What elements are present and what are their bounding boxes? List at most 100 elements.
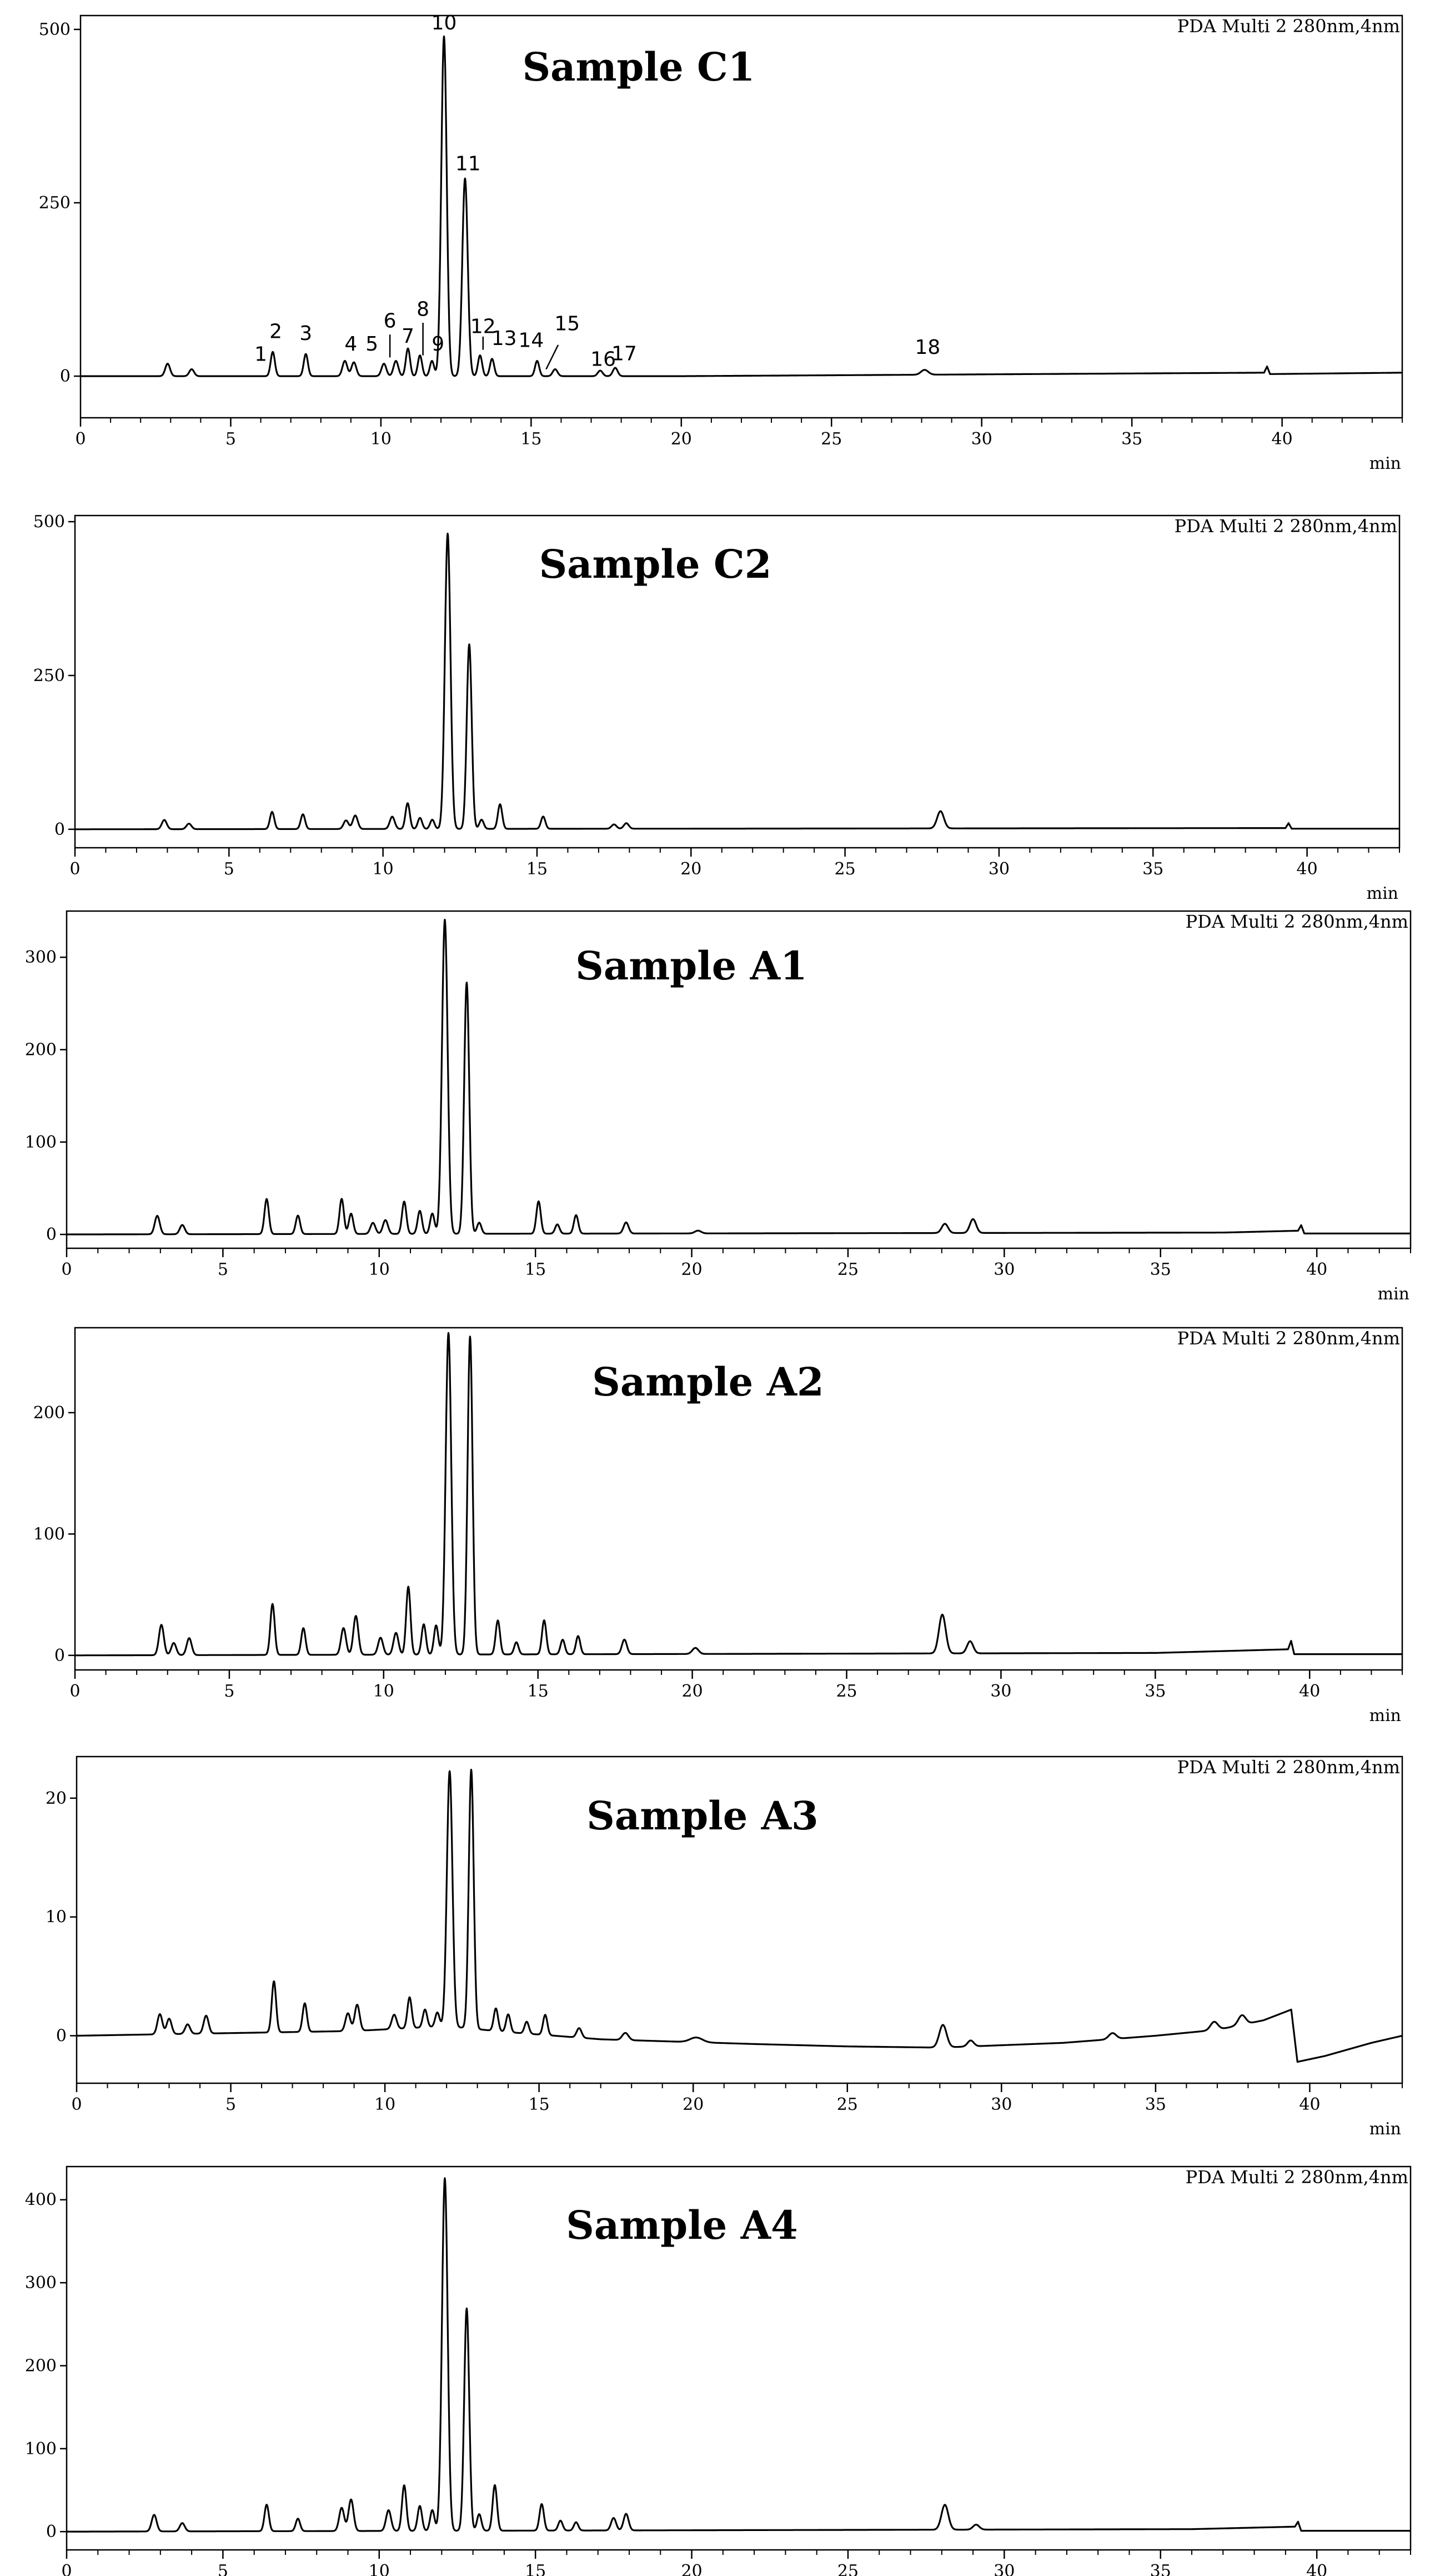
x-tick-label: 35 [1145, 1682, 1166, 1701]
x-tick-label: 0 [75, 429, 86, 449]
peak-label: 16 [590, 348, 616, 371]
x-tick-label: 15 [520, 429, 541, 449]
x-axis-label: min [1378, 1284, 1409, 1304]
x-tick-label: 40 [1299, 2095, 1320, 2114]
y-tick-label: 200 [25, 1040, 57, 1059]
peak-label: 5 [365, 333, 378, 356]
x-tick-label: 40 [1297, 859, 1318, 879]
x-tick-label: 20 [681, 1260, 702, 1279]
x-tick-label: 5 [224, 1682, 234, 1701]
x-tick-label: 35 [1121, 429, 1142, 449]
x-tick-label: 10 [373, 1682, 394, 1701]
x-tick-label: 0 [61, 2562, 72, 2576]
x-tick-label: 10 [374, 2095, 395, 2114]
y-tick-label: 0 [54, 1646, 65, 1665]
plot-frame [74, 514, 1401, 849]
peak-label: 15 [554, 313, 580, 336]
x-tick-label: 0 [69, 859, 80, 879]
y-tick-label: 100 [33, 1524, 65, 1544]
chart-title: Sample C1 [523, 44, 755, 90]
chromatogram-trace [76, 1768, 1403, 2063]
chromatogram-panel-2: 0 250 500 0 5 10 15 20 25 30 35 40 min PDA Multi 2 28… [33, 512, 1401, 903]
chromatogram-trace [74, 1332, 1403, 1657]
x-tick-label: 20 [683, 2095, 704, 2114]
plot-frame [76, 1755, 1403, 2084]
x-tick-label: 10 [373, 859, 394, 879]
chromatogram-trace [66, 918, 1411, 1236]
y-tick-label: 200 [25, 2356, 57, 2375]
y-tick-label: 100 [25, 1133, 57, 1152]
detector-label: PDA Multi 2 280nm,4nm [1177, 1328, 1400, 1349]
x-tick-label: 25 [837, 1260, 859, 1279]
detector-label: PDA Multi 2 280nm,4nm [1186, 911, 1408, 932]
y-tick-label: 400 [25, 2190, 57, 2210]
x-tick-label: 0 [61, 1260, 72, 1279]
chromatogram-panel-4: 0 100 200 0 5 10 15 20 25 30 35 40 min PDA Multi 2 28… [33, 1327, 1403, 1725]
x-tick-label: 25 [837, 2562, 859, 2576]
x-tick-label: 5 [218, 2562, 228, 2576]
plot-frame [66, 2165, 1412, 2551]
x-tick-label: 30 [971, 429, 992, 449]
y-tick-label: 250 [39, 193, 71, 213]
y-tick-label: 0 [46, 1225, 57, 1244]
y-tick-label: 300 [25, 948, 57, 967]
x-tick-label: 15 [528, 1682, 549, 1701]
y-tick-label: 500 [33, 512, 65, 532]
x-tick-label: 5 [225, 429, 236, 449]
chromatogram-trace [74, 532, 1400, 831]
x-tick-label: 25 [837, 2095, 858, 2114]
detector-label: PDA Multi 2 280nm,4nm [1177, 1757, 1400, 1778]
y-tick-label: 500 [39, 20, 71, 39]
x-tick-label: 35 [1142, 859, 1163, 879]
detector-label: PDA Multi 2 280nm,4nm [1186, 2167, 1408, 2188]
x-tick-label: 5 [218, 1260, 228, 1279]
peak-label: 2 [269, 320, 282, 343]
peak-label: 10 [431, 12, 457, 34]
x-tick-label: 30 [994, 2562, 1015, 2576]
chromatogram-panel-5: 0 10 20 0 5 10 15 20 25 30 35 40 min PDA Multi 2 280n… [46, 1755, 1403, 2139]
x-tick-label: 15 [525, 2562, 546, 2576]
peak-label: 13 [491, 327, 517, 350]
chart-title: Sample A3 [586, 1793, 818, 1839]
x-axis-label: min [1367, 884, 1398, 903]
y-tick-label: 20 [46, 1789, 67, 1808]
detector-label: PDA Multi 2 280nm,4nm [1177, 16, 1400, 37]
y-tick-label: 0 [60, 367, 71, 386]
x-tick-label: 5 [224, 859, 234, 879]
chart-title: Sample A4 [566, 2202, 797, 2248]
x-tick-label: 15 [526, 859, 548, 879]
y-tick-label: 300 [25, 2273, 57, 2293]
x-tick-label: 20 [682, 1682, 703, 1701]
x-tick-label: 30 [990, 1682, 1011, 1701]
x-tick-label: 25 [821, 429, 842, 449]
peak-label: 14 [518, 329, 544, 352]
chromatogram-trace [66, 2177, 1411, 2533]
peak-label: 11 [455, 152, 481, 175]
x-tick-label: 40 [1272, 429, 1293, 449]
x-tick-label: 40 [1306, 2562, 1327, 2576]
x-tick-label: 0 [69, 1682, 80, 1701]
x-tick-label: 25 [836, 1682, 857, 1701]
x-tick-label: 20 [680, 859, 701, 879]
x-tick-label: 30 [991, 2095, 1012, 2114]
x-tick-label: 40 [1299, 1682, 1320, 1701]
y-tick-label: 200 [33, 1403, 65, 1423]
peak-label: 7 [402, 325, 414, 348]
x-tick-label: 35 [1150, 2562, 1171, 2576]
plot-frame [74, 1327, 1403, 1671]
x-tick-label: 35 [1150, 1260, 1171, 1279]
x-tick-label: 10 [369, 2562, 390, 2576]
x-tick-label: 25 [835, 859, 856, 879]
y-tick-label: 0 [56, 2026, 67, 2045]
detector-label: PDA Multi 2 280nm,4nm [1175, 516, 1397, 537]
chart-title: Sample A1 [575, 943, 807, 989]
peak-label: 3 [299, 322, 312, 345]
x-axis-label: min [1369, 1706, 1401, 1725]
chromatogram-panel-3: 0 100 200 300 0 5 10 15 20 25 30 35 40 min PDA Multi 2… [25, 910, 1412, 1304]
x-tick-label: 10 [370, 429, 392, 449]
x-tick-label: 5 [225, 2095, 236, 2114]
x-tick-label: 0 [71, 2095, 82, 2114]
x-tick-label: 20 [671, 429, 692, 449]
chromatogram-panel-6: 01002003004000510152025303540minPDA Mult… [25, 2165, 1412, 2576]
